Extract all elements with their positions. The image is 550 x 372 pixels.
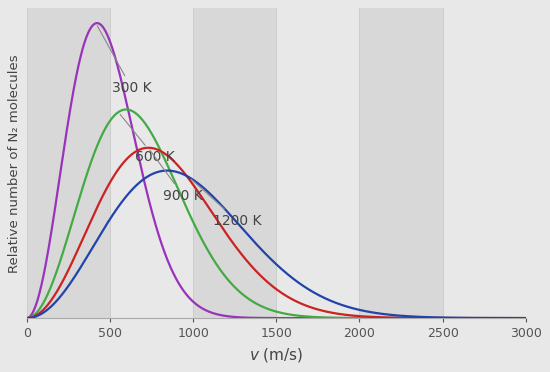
Text: 900 K: 900 K [150,150,203,203]
Bar [27,8,110,318]
X-axis label: $v$ (m/s): $v$ (m/s) [249,346,304,364]
Text: 300 K: 300 K [97,26,151,95]
Bar [443,8,526,318]
Bar [193,8,276,318]
Text: 600 K: 600 K [120,114,175,164]
Bar [110,8,193,318]
Bar [276,8,360,318]
Text: 1200 K: 1200 K [191,179,262,228]
Bar [360,8,443,318]
Y-axis label: Relative number of N₂ molecules: Relative number of N₂ molecules [8,54,21,273]
